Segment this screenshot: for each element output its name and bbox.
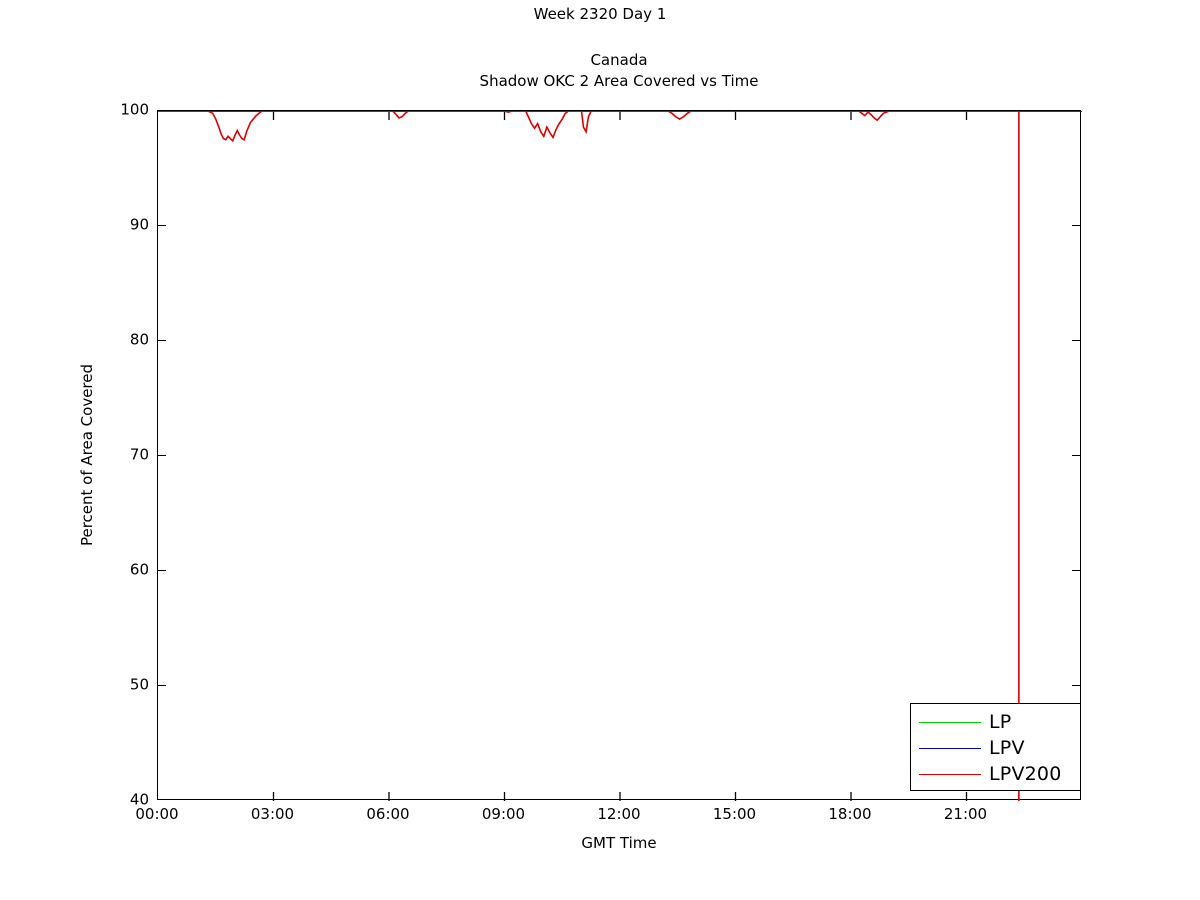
x-axis-tick-label: 21:00 <box>943 805 988 823</box>
legend-item: LPV <box>911 735 1080 761</box>
y-axis-tick-label: 90 <box>129 215 149 234</box>
y-axis-tick-mark <box>157 225 166 226</box>
y-axis-tick-mark <box>1072 570 1081 571</box>
y-axis-tick-label: 50 <box>129 675 149 694</box>
legend-item: LPV200 <box>911 761 1080 787</box>
chart-title: Canada Shadow OKC 2 Area Covered vs Time <box>157 50 1081 92</box>
x-axis-tick-label: 03:00 <box>250 805 295 823</box>
legend-item: LP <box>911 709 1080 735</box>
legend-item-label: LPV <box>989 736 1025 759</box>
data-series-line <box>158 111 1020 801</box>
legend-color-swatch <box>919 773 981 775</box>
y-axis-tick-mark <box>157 455 166 456</box>
y-axis-tick-label: 40 <box>129 790 149 809</box>
x-axis-tick-label: 06:00 <box>366 805 410 823</box>
data-lines-svg <box>158 111 1082 801</box>
y-axis-tick-label: 80 <box>129 330 149 349</box>
x-axis-tick-label: 09:00 <box>481 805 526 823</box>
x-axis-label: GMT Time <box>581 834 657 852</box>
x-axis-tick-labels: 00:00 03:00 06:00 09:00 12:00 15:00 18:00 21:00 <box>135 805 1081 828</box>
y-axis-tick-label: 60 <box>129 560 149 579</box>
y-axis-tick-labels: 40 50 60 70 80 90 100 <box>87 102 149 807</box>
y-axis-tick-mark <box>157 340 166 341</box>
x-axis-tick-label: 18:00 <box>828 805 872 823</box>
x-axis-tick-label: 15:00 <box>712 805 757 823</box>
y-axis-tick-mark <box>1072 455 1081 456</box>
x-axis-tick-label: 00:00 <box>135 805 179 823</box>
legend-item-label: LP <box>989 710 1012 733</box>
y-axis-tick-mark <box>1072 225 1081 226</box>
plot-area <box>157 110 1082 801</box>
chart-title-line-2: Shadow OKC 2 Area Covered vs Time <box>479 72 759 90</box>
y-axis-tick-mark <box>1072 340 1081 341</box>
legend-color-swatch <box>919 721 981 723</box>
x-axis-tick-label: 12:00 <box>597 805 641 823</box>
legend-item-label: LPV200 <box>989 762 1062 785</box>
chart-legend: LP LPV LPV200 <box>910 703 1081 791</box>
legend-color-swatch <box>919 747 981 749</box>
figure-suptitle: Week 2320 Day 1 <box>533 5 667 23</box>
y-axis-tick-mark <box>157 570 166 571</box>
y-axis-tick-label: 70 <box>129 445 149 464</box>
y-axis-tick-mark <box>157 685 166 686</box>
y-axis-tick-label: 100 <box>120 100 149 119</box>
y-axis-tick-mark <box>1072 685 1081 686</box>
chart-title-line-1: Canada <box>590 51 648 69</box>
